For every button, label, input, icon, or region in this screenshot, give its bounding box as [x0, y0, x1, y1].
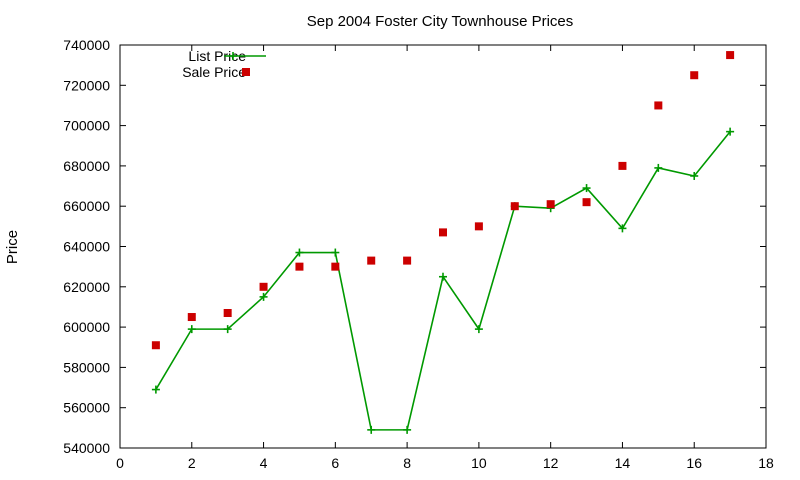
legend-label-sale-price: Sale Price [182, 64, 246, 80]
y-tick-label: 740000 [63, 37, 110, 53]
sale-price-point [151, 341, 160, 350]
x-tick-label: 8 [403, 455, 411, 471]
x-tick-label: 4 [260, 455, 268, 471]
list-price-point [690, 171, 699, 180]
sale-price-point [618, 161, 627, 170]
list-price-point [259, 292, 268, 301]
y-tick-label: 540000 [63, 440, 110, 456]
x-tick-label: 2 [188, 455, 196, 471]
y-axis-title: Price [4, 230, 21, 264]
x-tick-label: 18 [758, 455, 774, 471]
list-price-point [223, 325, 232, 334]
x-tick-label: 12 [543, 455, 559, 471]
list-price-point [367, 425, 376, 434]
sale-price-point [295, 262, 304, 271]
legend-marker-sale-price [242, 68, 250, 76]
y-tick-label: 580000 [63, 359, 110, 375]
sale-price-point [654, 101, 663, 110]
axes: 0 2 4 6 8 10 12 14 16 18 540000 560000 580000 600000 6… [63, 37, 774, 471]
sale-price-point [546, 200, 555, 209]
x-tick-label: 10 [471, 455, 487, 471]
y-tick-label: 640000 [63, 239, 110, 255]
y-tick-label: 660000 [63, 198, 110, 214]
y-tick-label: 600000 [63, 319, 110, 335]
x-tick-label: 0 [116, 455, 124, 471]
list-price-point [654, 163, 663, 172]
x-tick-label: 16 [686, 455, 702, 471]
sale-price-point [403, 256, 412, 265]
legend-marker-list-price [229, 52, 237, 60]
legend-label-list-price: List Price [188, 48, 246, 64]
x-tick-label: 14 [615, 455, 631, 471]
list-price-point [618, 224, 627, 233]
list-price-point [151, 385, 160, 394]
sale-price-point [439, 228, 447, 237]
sale-price-point [726, 51, 735, 60]
y-tick-label: 620000 [63, 279, 110, 295]
list-price-point [295, 248, 304, 257]
sale-price-point [510, 202, 519, 211]
sale-price-point [187, 313, 196, 322]
sale-price-point [223, 308, 232, 317]
list-price-point [439, 272, 447, 281]
sale-price-point [367, 256, 376, 265]
sale-price-point [331, 262, 340, 271]
list-price-point [582, 184, 591, 193]
x-tick-label: 6 [331, 455, 339, 471]
chart-title: Sep 2004 Foster City Townhouse Prices [307, 13, 574, 30]
plot-area [151, 51, 735, 434]
y-tick-label: 700000 [63, 118, 110, 134]
y-tick-label: 720000 [63, 77, 110, 93]
sale-price-point [690, 71, 699, 80]
list-price-point [403, 425, 412, 434]
list-price-point [331, 248, 340, 257]
list-price-point [726, 127, 735, 136]
list-price-point [187, 325, 196, 334]
sale-price-point [474, 222, 483, 231]
sale-price-point [259, 282, 268, 291]
y-tick-label: 560000 [63, 400, 110, 416]
y-tick-label: 680000 [63, 158, 110, 174]
list-price-point [474, 325, 483, 334]
sale-price-point [582, 198, 591, 207]
